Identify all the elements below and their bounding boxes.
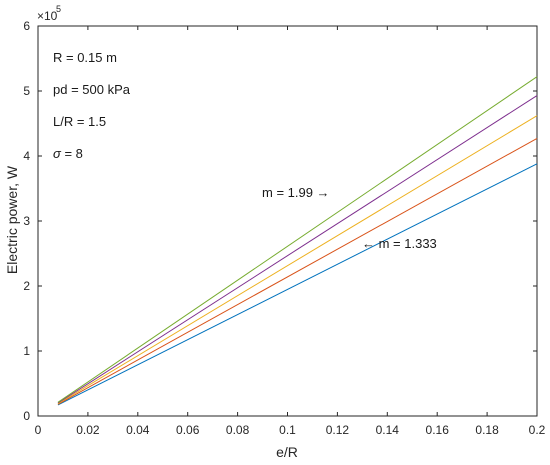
x-tick-label: 0.12 xyxy=(326,423,350,437)
param-pressure: pd = 500 kPa xyxy=(53,82,131,97)
x-tick-label: 0.04 xyxy=(126,423,150,437)
x-tick-label: 0.08 xyxy=(226,423,250,437)
y-axis-label: Electric power, W xyxy=(4,165,20,274)
x-tick-label: 0.02 xyxy=(76,423,100,437)
param-sigma-symbol: σ xyxy=(53,146,62,161)
y-tick-label: 4 xyxy=(23,149,30,163)
series-line-3 xyxy=(57,115,538,405)
x-tick-label: 0.06 xyxy=(176,423,200,437)
plot-area xyxy=(37,25,538,417)
x-axis-label: e/R xyxy=(276,444,298,460)
param-length-ratio: L/R = 1.5 xyxy=(53,114,106,129)
y-tick-label: 5 xyxy=(23,84,30,98)
param-sigma-value: = 8 xyxy=(61,146,83,161)
x-tick-label: 0.1 xyxy=(279,423,296,437)
param-sigma: σ = 8 xyxy=(53,146,83,161)
y-tick-label: 1 xyxy=(23,344,30,358)
param-radius: R = 0.15 m xyxy=(53,50,117,65)
series-line-1 xyxy=(57,163,538,406)
x-tick-label: 0 xyxy=(35,423,42,437)
x-tick-label: 0.14 xyxy=(376,423,400,437)
axis-ticks: 0 0.02 0.04 0.06 0.08 0.1 0.12 0.14 0.16 0.18 0.2 0… xyxy=(23,19,545,437)
x-tick-label: 0.18 xyxy=(475,423,499,437)
annotation-m-upper: m = 1.99 → xyxy=(262,185,330,200)
x-tick-label: 0.16 xyxy=(426,423,450,437)
y-tick-label: 3 xyxy=(23,214,30,228)
series-lines xyxy=(57,76,538,406)
y-scale-exponent-base: ×10 xyxy=(37,9,58,23)
x-tick-label: 0.2 xyxy=(529,423,546,437)
y-tick-label: 0 xyxy=(23,409,30,423)
series-line-4 xyxy=(57,95,538,404)
series-line-5 xyxy=(57,76,538,403)
series-line-2 xyxy=(57,138,538,405)
y-tick-label: 6 xyxy=(23,19,30,33)
y-tick-label: 2 xyxy=(23,279,30,293)
annotation-m-lower: ← m = 1.333 xyxy=(362,236,437,251)
y-scale-exponent-power: 5 xyxy=(56,4,61,14)
